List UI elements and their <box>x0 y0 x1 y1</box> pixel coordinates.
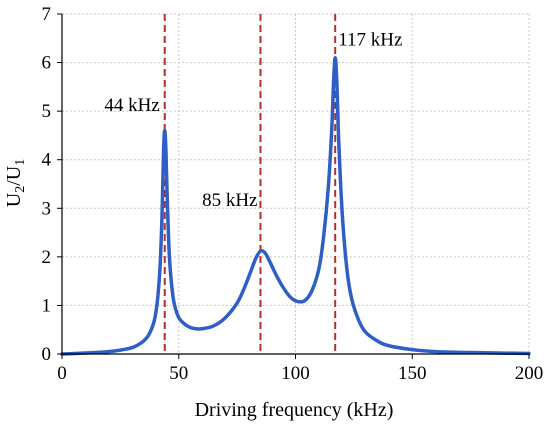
y-tick-label-0: 0 <box>42 344 52 365</box>
y-label-base: U <box>3 192 25 207</box>
y-tick-label-6: 6 <box>42 53 52 74</box>
y-tick-label-5: 5 <box>42 101 52 122</box>
grid-lines <box>62 13 530 354</box>
y-axis-label: U2/U1 <box>3 159 28 207</box>
x-tick-label-100: 100 <box>281 363 310 384</box>
x-tick-label-0: 0 <box>57 363 67 384</box>
y-label-sub-1: 2 <box>13 186 28 193</box>
annotation-label-1: 44 kHz <box>104 95 159 116</box>
annotation-labels: 44 kHz 85 kHz 117 kHz <box>104 30 402 211</box>
x-tick-label-50: 50 <box>169 363 188 384</box>
series-line-1 <box>60 55 531 356</box>
y-label-sep: /U <box>3 165 25 186</box>
annotation-label-3: 117 kHz <box>338 30 402 51</box>
y-tick-label-2: 2 <box>42 247 52 268</box>
y-tick-label-7: 7 <box>42 4 52 25</box>
y-tick-label-4: 4 <box>42 150 52 171</box>
annotation-label-2: 85 kHz <box>202 190 257 211</box>
y-tick-label-3: 3 <box>42 198 52 219</box>
x-axis-label: Driving frequency (kHz) <box>195 399 394 421</box>
x-tick-label-200: 200 <box>515 363 544 384</box>
series-layer <box>60 55 531 356</box>
y-tick-label-1: 1 <box>42 295 52 316</box>
x-tick-label-150: 150 <box>398 363 427 384</box>
y-label-sub-2: 1 <box>13 159 28 166</box>
tick-labels: 0 50 100 150 200 0 1 2 3 4 5 6 7 <box>42 4 544 384</box>
